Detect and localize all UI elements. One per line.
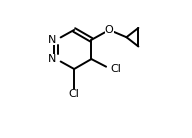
Text: N: N	[48, 54, 56, 64]
Text: Cl: Cl	[69, 89, 80, 99]
Text: N: N	[48, 35, 56, 45]
Text: Cl: Cl	[111, 64, 122, 74]
Text: O: O	[105, 25, 114, 35]
